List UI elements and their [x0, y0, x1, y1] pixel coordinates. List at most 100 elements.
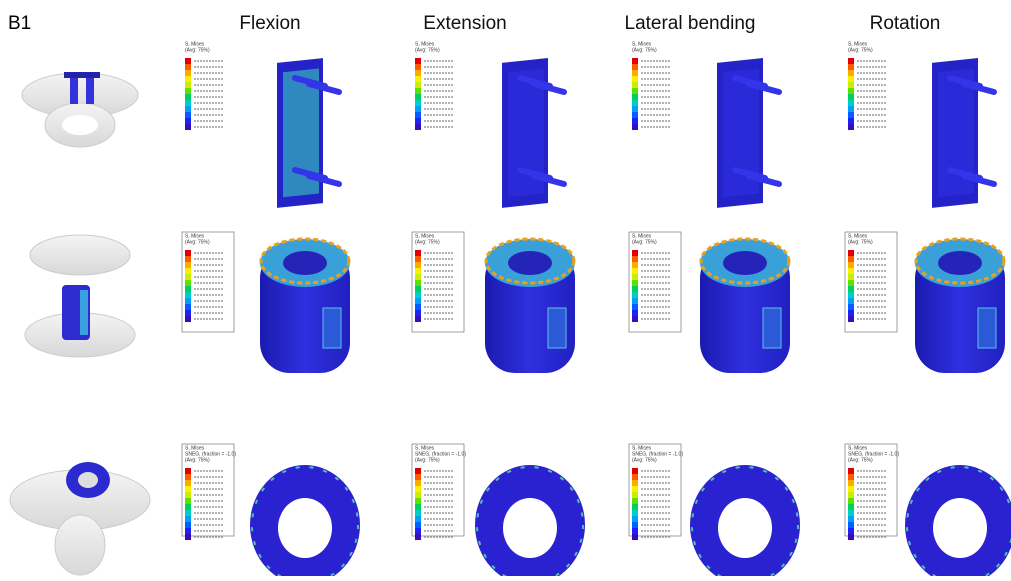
legend-swatch — [632, 498, 638, 504]
legend-swatch — [632, 112, 638, 118]
column-heading: Rotation — [870, 13, 941, 34]
legend-swatch — [185, 106, 191, 112]
legend-swatch — [415, 492, 421, 498]
legend-swatch — [848, 474, 854, 480]
legend-swatch — [185, 250, 191, 256]
cage-hole — [723, 251, 767, 275]
legend-swatch — [632, 280, 638, 286]
panel: S, Mises(Avg: 75%) — [848, 41, 994, 208]
panel: S, MisesSNEG, (fraction = -1.0)(Avg: 75%… — [182, 444, 360, 576]
legend-swatch — [185, 516, 191, 522]
panel: S, Mises(Avg: 75%) — [412, 232, 575, 373]
legend-swatch — [185, 292, 191, 298]
panel: S, MisesSNEG, (fraction = -1.0)(Avg: 75%… — [845, 444, 1011, 576]
legend-title: (Avg: 75%) — [185, 47, 210, 53]
panel: S, Mises(Avg: 75%) — [845, 232, 1005, 373]
legend-swatch — [848, 498, 854, 504]
vertebra-row-3 — [10, 462, 150, 575]
legend-title: (Avg: 75%) — [415, 239, 440, 245]
legend-swatch — [415, 88, 421, 94]
legend-swatch — [415, 274, 421, 280]
legend-swatch — [848, 112, 854, 118]
cage-window — [978, 308, 996, 348]
legend-swatch — [848, 534, 854, 540]
legend-swatch — [185, 280, 191, 286]
legend-swatch — [185, 118, 191, 124]
legend-swatch — [185, 492, 191, 498]
legend-title: (Avg: 75%) — [415, 457, 440, 463]
legend-swatch — [415, 58, 421, 64]
legend-swatch — [848, 88, 854, 94]
vertebra-row-2 — [25, 235, 135, 357]
legend-swatch — [415, 64, 421, 70]
column-heading: Extension — [423, 13, 506, 34]
legend-swatch — [185, 474, 191, 480]
cage-hole — [938, 251, 982, 275]
legend-swatch — [415, 256, 421, 262]
legend-swatch — [185, 480, 191, 486]
cage-hole — [508, 251, 552, 275]
legend-swatch — [185, 76, 191, 82]
legend-swatch — [632, 118, 638, 124]
legend-swatch — [185, 64, 191, 70]
figure: B1 FlexionExtensionLateral bendingRotati… — [0, 0, 1011, 576]
legend-swatch — [415, 504, 421, 510]
legend-swatch — [185, 316, 191, 322]
legend-swatch — [632, 250, 638, 256]
legend-swatch — [415, 316, 421, 322]
legend-swatch — [848, 468, 854, 474]
legend-swatch — [415, 516, 421, 522]
legend-swatch — [632, 310, 638, 316]
legend-swatch — [415, 510, 421, 516]
legend-swatch — [632, 316, 638, 322]
legend-swatch — [848, 70, 854, 76]
panel: S, Mises(Avg: 75%) — [632, 41, 779, 208]
legend-swatch — [415, 498, 421, 504]
legend-swatch — [415, 468, 421, 474]
column-heading: Lateral bending — [625, 13, 756, 34]
legend-swatch — [632, 304, 638, 310]
legend-swatch — [185, 304, 191, 310]
legend-swatch — [632, 504, 638, 510]
legend-swatch — [632, 292, 638, 298]
ring-hole — [503, 498, 557, 558]
legend-title: (Avg: 75%) — [848, 47, 873, 53]
legend-swatch — [185, 510, 191, 516]
legend-swatch — [848, 64, 854, 70]
legend-swatch — [632, 468, 638, 474]
legend-swatch — [848, 504, 854, 510]
legend-swatch — [632, 256, 638, 262]
legend-swatch — [848, 100, 854, 106]
legend-swatch — [632, 474, 638, 480]
panel: S, Mises(Avg: 75%) — [629, 232, 790, 373]
legend-swatch — [632, 298, 638, 304]
legend-swatch — [848, 304, 854, 310]
legend-swatch — [848, 280, 854, 286]
legend-swatch — [848, 486, 854, 492]
legend-swatch — [185, 262, 191, 268]
legend-swatch — [632, 522, 638, 528]
legend-swatch — [848, 292, 854, 298]
legend-swatch — [185, 88, 191, 94]
legend-swatch — [185, 82, 191, 88]
legend-title: (Avg: 75%) — [632, 47, 657, 53]
legend-swatch — [848, 480, 854, 486]
legend-swatch — [415, 106, 421, 112]
legend-swatch — [185, 268, 191, 274]
legend-swatch — [185, 310, 191, 316]
legend-swatch — [632, 268, 638, 274]
legend-swatch — [415, 304, 421, 310]
panel: S, MisesSNEG, (fraction = -1.0)(Avg: 75%… — [412, 444, 585, 576]
legend-title: (Avg: 75%) — [848, 457, 873, 463]
legend-title: (Avg: 75%) — [415, 47, 440, 53]
legend-swatch — [848, 106, 854, 112]
legend-swatch — [632, 106, 638, 112]
legend-swatch — [632, 88, 638, 94]
cage-window — [323, 308, 341, 348]
legend-swatch — [415, 262, 421, 268]
ring-hole — [278, 498, 332, 558]
legend-swatch — [632, 100, 638, 106]
legend-swatch — [185, 298, 191, 304]
column-heading: Flexion — [239, 13, 300, 34]
legend-swatch — [632, 528, 638, 534]
